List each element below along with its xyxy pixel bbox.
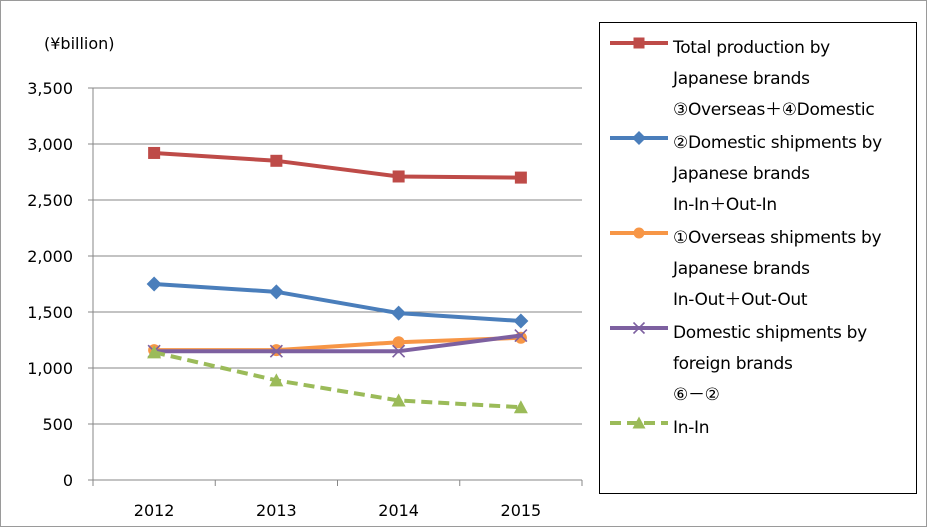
x-tick-label: 2013 (256, 501, 297, 520)
gridlines (93, 87, 582, 425)
series-layer (146, 146, 529, 414)
data-point-square (514, 171, 527, 184)
data-point-circle (392, 336, 405, 349)
legend-marker-diamond (632, 131, 646, 145)
legend-label: Domestic shipments by foreign brands ⑥－② (673, 323, 867, 405)
legend-label: Total production by Japanese brands ③Ove… (673, 38, 875, 120)
legend-marker-circle (633, 227, 645, 239)
legend: Total production by Japanese brands ③Ove… (599, 22, 917, 494)
data-point-x (269, 344, 283, 358)
series-1 (148, 146, 527, 184)
series-5 (147, 345, 528, 414)
x-tick-label: 2012 (134, 501, 175, 520)
data-point-diamond (391, 305, 407, 321)
y-tick-label: 2,000 (27, 247, 73, 266)
legend-label: ②Domestic shipments by Japanese brands I… (673, 133, 882, 215)
y-axis-unit-label: (¥billion) (44, 34, 115, 53)
data-point-diamond (268, 284, 284, 300)
axes: 0 500 1,000 1,500 2,000 2,500 3,000 3,500 2012 20… (27, 79, 583, 520)
data-point-square (148, 146, 161, 159)
series-4 (147, 328, 528, 358)
data-point-square (392, 170, 405, 183)
y-tick-label: 1,500 (27, 303, 73, 322)
data-point-diamond (146, 276, 162, 292)
legend-marker-x (632, 321, 646, 335)
y-tick-label: 0 (63, 471, 73, 490)
legend-swatch (610, 416, 668, 429)
legend-marker-triangle (632, 416, 646, 429)
legend-marker-square (633, 37, 645, 49)
data-point-diamond (513, 313, 529, 329)
data-point-triangle (269, 373, 284, 387)
legend-swatch (610, 321, 668, 335)
y-tick-label: 3,500 (27, 79, 73, 98)
x-tick-label: 2014 (378, 501, 419, 520)
legend-swatch (610, 131, 668, 145)
y-tick-label: 1,000 (27, 359, 73, 378)
data-point-triangle (147, 345, 162, 359)
legend-label: In-In (673, 418, 710, 438)
x-tick-label: 2015 (501, 501, 542, 520)
y-tick-label: 3,000 (27, 135, 73, 154)
series-2 (146, 276, 529, 329)
series-line (152, 282, 523, 323)
data-point-triangle (513, 400, 528, 414)
legend-label: ①Overseas shipments by Japanese brands I… (673, 228, 882, 310)
data-point-square (270, 154, 283, 167)
data-point-x (514, 328, 528, 343)
series-line (153, 350, 521, 410)
series-line (152, 333, 523, 354)
legend-swatch (610, 227, 668, 239)
data-point-triangle (391, 393, 406, 407)
series-line (152, 150, 523, 180)
data-point-x (392, 344, 406, 358)
y-tick-label: 2,500 (27, 191, 73, 210)
y-tick-label: 500 (42, 415, 73, 434)
legend-swatch (610, 37, 668, 49)
